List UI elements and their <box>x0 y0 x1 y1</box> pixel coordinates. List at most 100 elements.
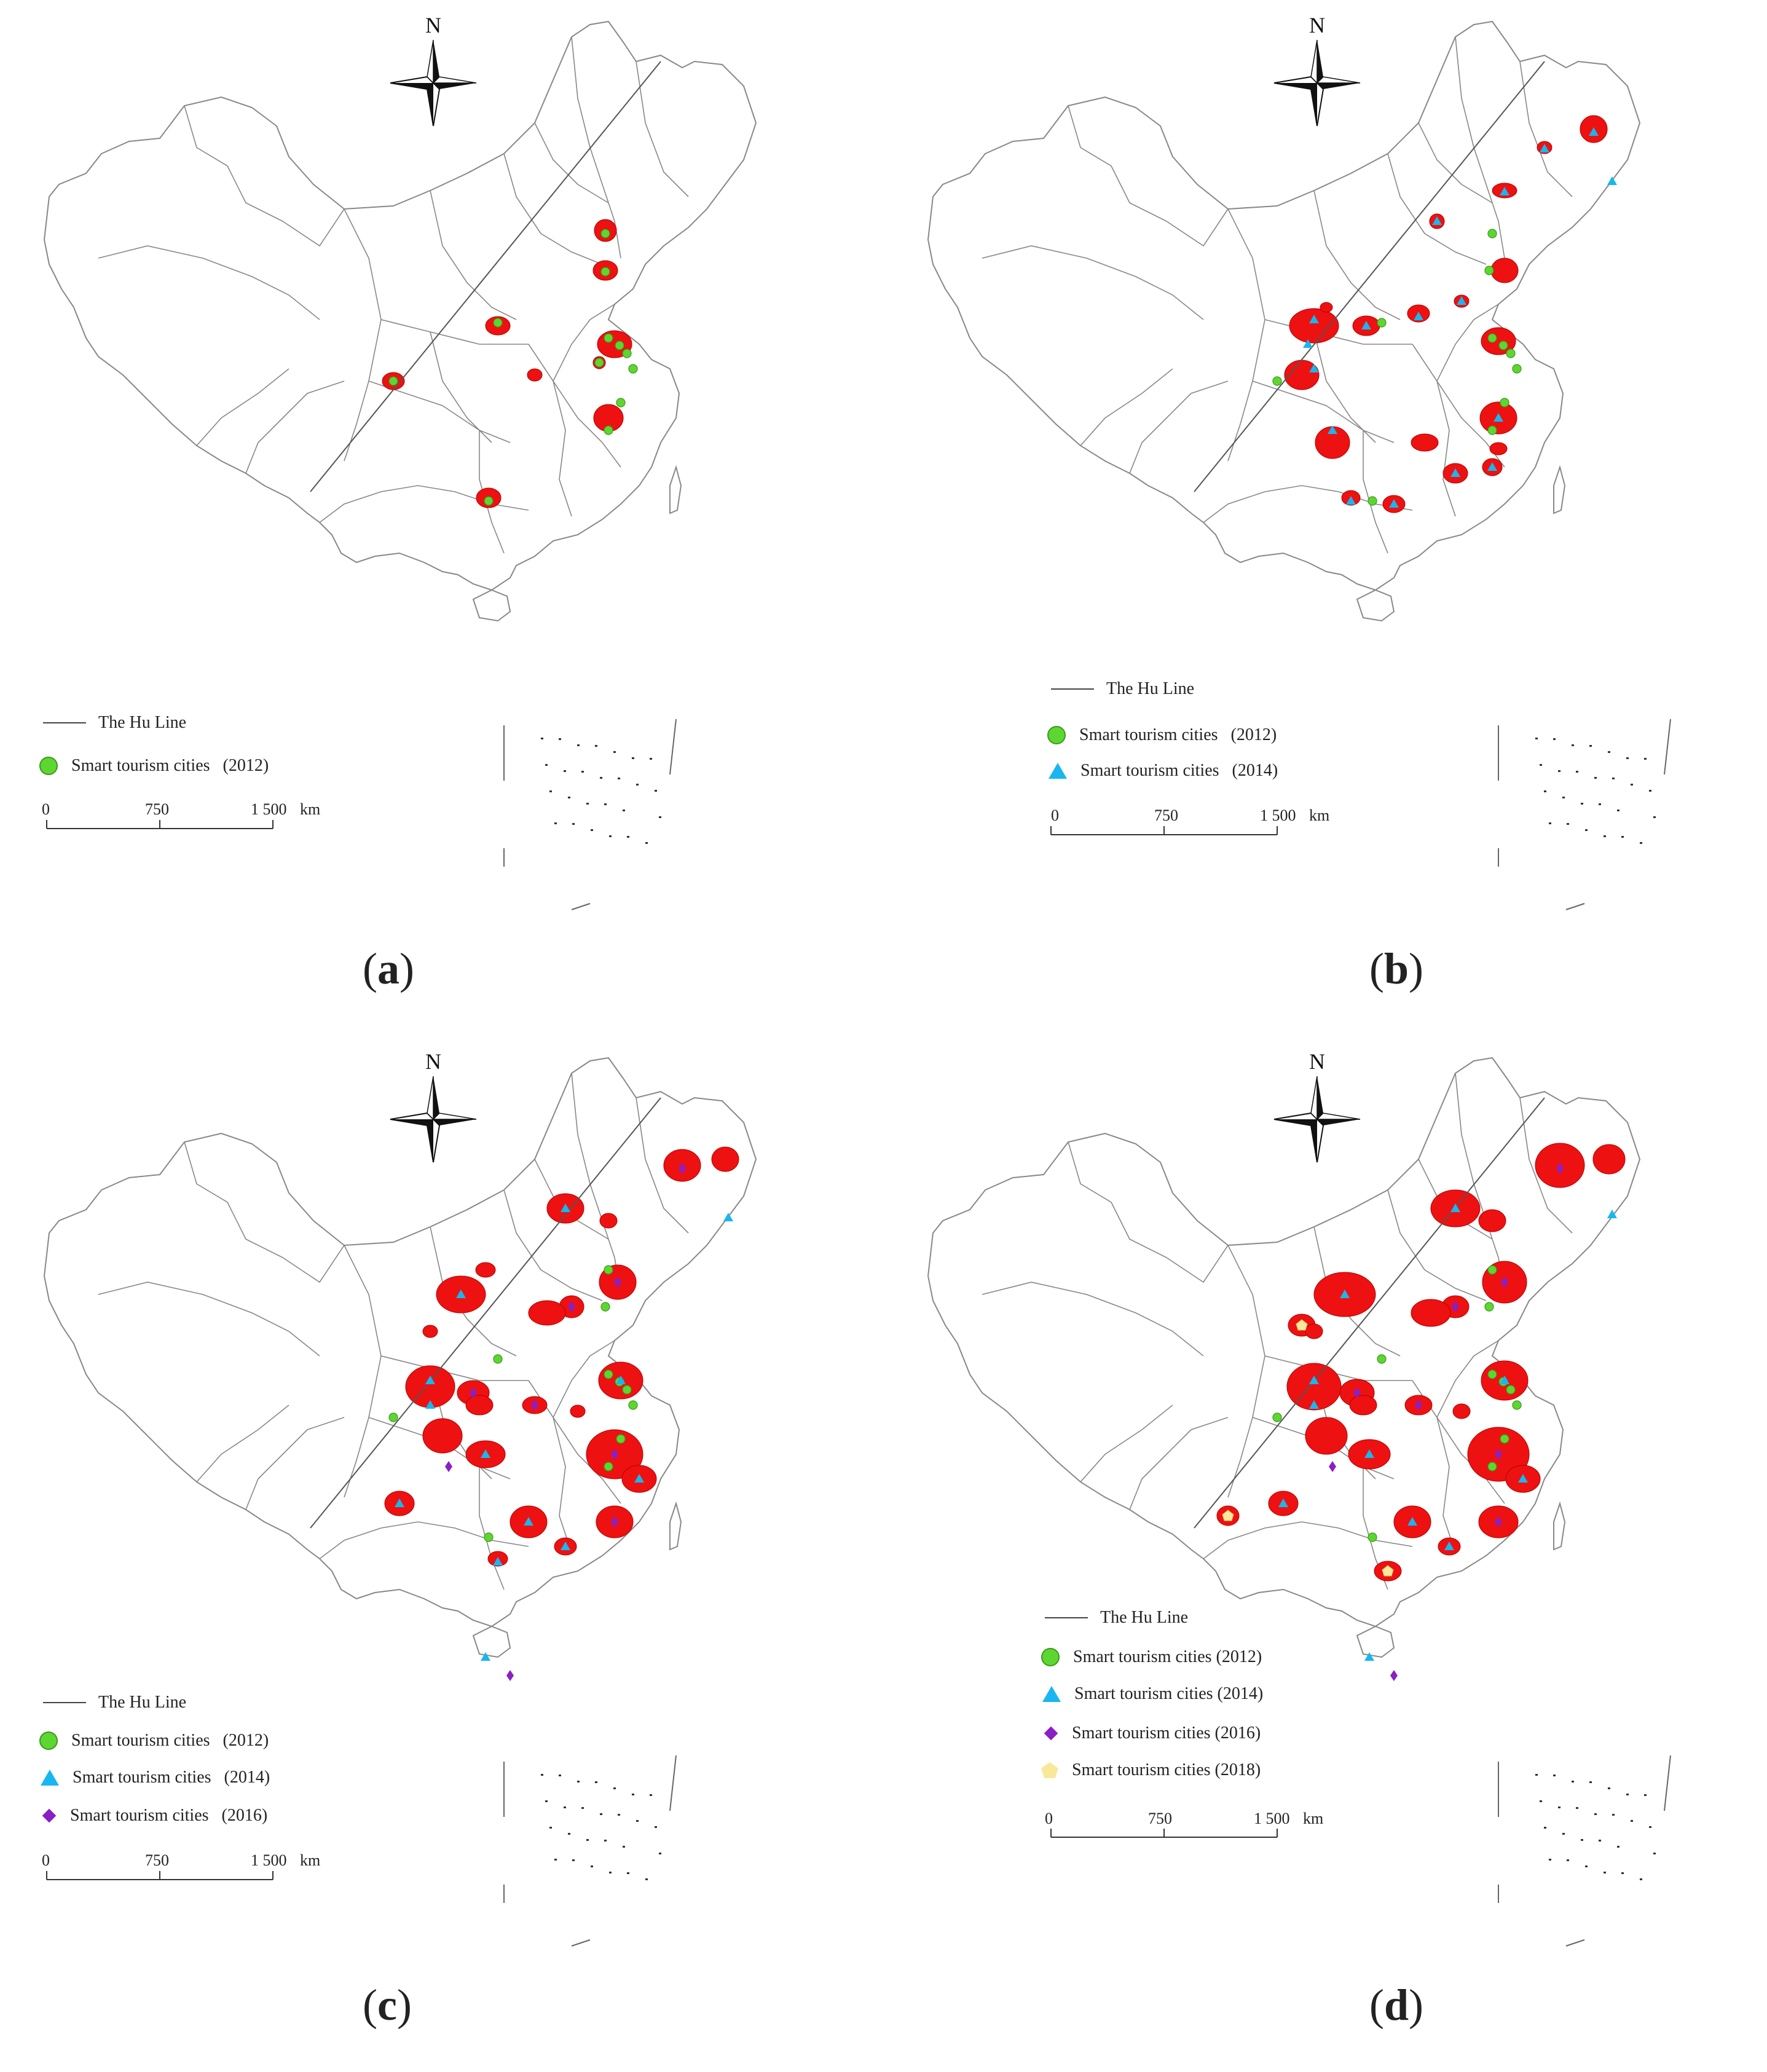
north-label: N <box>425 1049 441 1074</box>
diamond-2016-icon <box>1044 1726 1058 1741</box>
legend-2012: Smart tourism cities (2012) <box>39 756 269 776</box>
province-boundary <box>553 1340 615 1418</box>
marker-2014 <box>1346 496 1356 505</box>
marker-2018 <box>1296 1319 1308 1331</box>
marker-2016 <box>679 1163 686 1174</box>
compass-icon: N <box>1273 1049 1361 1163</box>
province-boundary <box>344 1245 382 1498</box>
marker-2012 <box>1498 341 1508 350</box>
province-boundary <box>571 1073 621 1295</box>
marker-2014 <box>1607 1210 1617 1218</box>
china-map-b: N <box>927 13 1671 910</box>
marker-2012 <box>600 1302 610 1312</box>
smart-city-region <box>1592 1144 1626 1175</box>
marker-2014 <box>1607 176 1617 185</box>
legend-hu-line: The Hu Line <box>43 1693 186 1712</box>
province-boundary <box>184 1141 283 1258</box>
marker-2014 <box>1328 425 1337 434</box>
south-china-sea-inset <box>503 1755 677 1947</box>
marker-2012 <box>1506 349 1516 358</box>
marker-2016 <box>1353 1387 1361 1398</box>
province-boundary <box>380 1355 529 1381</box>
marker-2012 <box>622 349 632 358</box>
marker-2014 <box>425 1400 435 1409</box>
island <box>472 589 511 622</box>
hu-line-symbol <box>1051 688 1094 690</box>
hu-line <box>1194 61 1545 492</box>
marker-2012 <box>1500 398 1509 408</box>
panel-c: N The Hu Line Smart tourism cities (2012… <box>0 1036 883 2072</box>
marker-2014 <box>1361 321 1371 329</box>
marker-2016 <box>611 1516 618 1527</box>
marker-2016 <box>1452 1301 1459 1312</box>
province-boundary <box>1068 1141 1167 1258</box>
hu-line-symbol <box>43 1702 86 1703</box>
marker-2014 <box>1309 1376 1319 1384</box>
marker-2014 <box>1364 1449 1374 1458</box>
marker-2014 <box>561 1542 570 1550</box>
marker-2016 <box>1556 1163 1564 1174</box>
panel-b: N The Hu Line Smart tourism cities (2012… <box>884 0 1767 1036</box>
marker-2012 <box>600 229 610 238</box>
marker-2014 <box>1340 1290 1350 1298</box>
map-group <box>43 20 757 622</box>
marker-2016 <box>445 1461 452 1472</box>
smart-city-region <box>527 368 543 382</box>
marker-2014 <box>493 1557 503 1566</box>
marker-2012 <box>604 333 613 343</box>
caption-b: (b) <box>1369 944 1424 993</box>
marker-2012 <box>1487 1462 1497 1471</box>
marker-2012 <box>1484 266 1494 275</box>
province-boundary <box>553 304 615 382</box>
legend-2012: Smart tourism cities (2012) <box>1041 1647 1262 1667</box>
province-boundary <box>1418 122 1493 203</box>
province-boundary <box>1436 380 1456 517</box>
province-boundary <box>1080 368 1173 446</box>
smart-city-region <box>1490 258 1519 283</box>
province-boundary <box>196 368 289 446</box>
marker-2014 <box>1444 1542 1454 1550</box>
marker-2014 <box>1457 296 1466 305</box>
marker-2016 <box>1415 1400 1422 1411</box>
marker-2012 <box>484 496 494 506</box>
marker-2012 <box>604 1369 613 1379</box>
marker-2014 <box>481 1652 490 1661</box>
scale-bar-line <box>1050 1829 1278 1838</box>
marker-2014 <box>1309 1400 1319 1409</box>
marker-2014 <box>1432 216 1442 225</box>
province-boundary <box>1436 1340 1499 1418</box>
legend-2012: Smart tourism cities (2012) <box>39 1731 269 1751</box>
smart-city-region <box>1489 442 1508 455</box>
north-label: N <box>1309 13 1325 37</box>
caption-a: (a) <box>363 944 414 993</box>
south-china-sea-inset <box>503 719 677 910</box>
marker-2012 <box>616 1434 626 1444</box>
china-map-d: N <box>927 1049 1671 1947</box>
province-boundary <box>380 319 529 345</box>
marker-2014 <box>481 1449 490 1458</box>
province-boundary <box>430 1226 517 1357</box>
smart-city-region <box>1305 1323 1323 1339</box>
legend-2012: Smart tourism cities (2012) <box>1047 725 1277 745</box>
marker-2012 <box>628 1400 638 1410</box>
province-boundary <box>528 344 621 468</box>
country-outline <box>43 1057 757 1628</box>
marker-2014 <box>1309 315 1319 323</box>
country-outline <box>927 1057 1641 1628</box>
marker-2012 <box>1272 376 1282 386</box>
smart-city-region <box>599 1213 618 1229</box>
marker-2012 <box>388 1412 398 1422</box>
marker-2012 <box>1512 364 1522 374</box>
marker-2012 <box>600 267 610 277</box>
marker-2012 <box>1377 1354 1387 1364</box>
province-boundary <box>1227 208 1265 462</box>
marker-2016 <box>470 1387 477 1398</box>
marker-2014 <box>1540 144 1549 152</box>
province-boundary <box>1080 1404 1173 1483</box>
marker-2012 <box>622 1385 632 1395</box>
scale-bar-line <box>46 820 274 829</box>
province-boundary <box>1227 1245 1265 1498</box>
island <box>1356 1625 1395 1658</box>
province-boundary <box>636 61 689 197</box>
marker-2012 <box>1487 333 1497 343</box>
